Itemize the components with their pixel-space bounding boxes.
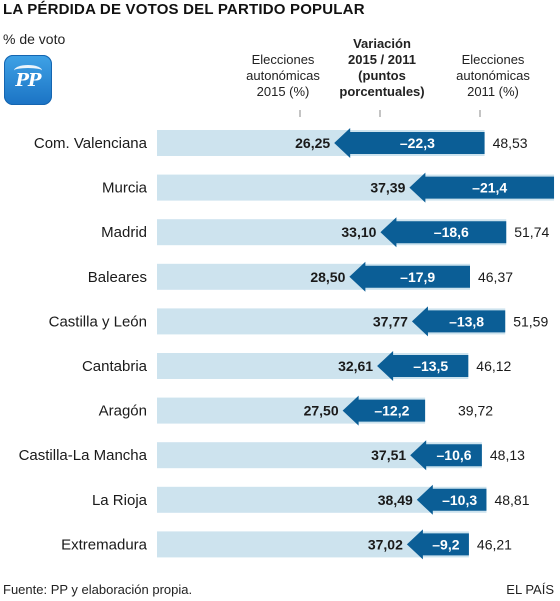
value-2015-label: 37,77	[373, 313, 408, 329]
value-2015-label: 37,51	[371, 447, 406, 463]
value-2015-label: 37,39	[370, 180, 405, 196]
value-2011-label: 46,21	[477, 536, 512, 552]
column-header-variation-line: Variación	[353, 36, 411, 51]
column-header-2011-line: 2011 (%)	[467, 84, 519, 99]
category-label: Murcia	[102, 180, 148, 197]
value-2011-label: 51,59	[513, 313, 548, 329]
variation-arrow	[342, 395, 426, 426]
value-2015-label: 26,25	[295, 135, 330, 151]
variation-label: –13,8	[449, 313, 484, 329]
value-2015-label: 37,02	[368, 536, 403, 552]
value-2011-label: 48,13	[490, 447, 525, 463]
variation-arrow	[411, 306, 506, 337]
column-header-2011-line: Elecciones	[461, 52, 525, 67]
column-header-variation-line: (puntos	[358, 68, 406, 83]
chart-title: LA PÉRDIDA DE VOTOS DEL PARTIDO POPULAR	[3, 1, 365, 18]
value-2011-label: 51,74	[514, 224, 549, 240]
variation-label: –12,2	[374, 403, 409, 419]
pp-logo: PP	[4, 55, 52, 105]
category-label: Com. Valenciana	[34, 135, 148, 152]
value-2011-label: 46,12	[476, 358, 511, 374]
category-label: La Rioja	[92, 492, 148, 509]
variation-label: –17,9	[400, 269, 435, 285]
column-header-2011: Elecciones autonómicas 2011 (%)	[438, 52, 548, 100]
value-2015-label: 32,61	[338, 358, 373, 374]
variation-label: –21,4	[472, 180, 507, 196]
logo-text: PP	[15, 70, 41, 91]
logo-swoosh-icon	[14, 65, 42, 76]
variation-arrow	[380, 217, 507, 248]
variation-label: –9,2	[432, 536, 459, 552]
value-2015-label: 27,50	[304, 403, 339, 419]
variation-arrow	[416, 484, 487, 515]
variation-arrow	[334, 128, 485, 158]
category-label: Aragón	[99, 403, 147, 420]
variation-arrow	[409, 172, 555, 203]
category-label: Cantabria	[82, 358, 148, 375]
variation-arrow	[349, 261, 470, 292]
column-header-variation-line: 2015 / 2011	[348, 52, 416, 67]
value-2011-label: 39,72	[458, 403, 493, 419]
variation-label: –13,5	[413, 358, 448, 374]
category-label: Castilla-La Mancha	[19, 447, 148, 464]
category-label: Castilla y León	[49, 313, 147, 330]
value-2015-label: 28,50	[310, 269, 345, 285]
value-2015-label: 33,10	[341, 224, 376, 240]
column-header-variation-line: porcentuales)	[339, 84, 425, 99]
value-2015-label: 38,49	[378, 492, 413, 508]
variation-arrow	[377, 351, 469, 381]
category-label: Extremadura	[61, 536, 148, 553]
unit-label: % de voto	[3, 31, 66, 47]
brand-credit: EL PAÍS	[506, 582, 554, 597]
value-2011-label: 48,81	[494, 492, 529, 508]
column-header-2011-line: autonómicas	[456, 68, 530, 83]
variation-label: –22,3	[400, 135, 435, 151]
value-2011-label: 46,37	[478, 269, 513, 285]
variation-label: –18,6	[434, 224, 469, 240]
category-label: Madrid	[101, 224, 147, 241]
category-label: Baleares	[88, 269, 147, 286]
column-header-2015-line: autonómicas	[246, 68, 320, 83]
variation-arrow	[410, 440, 482, 471]
variation-arrow	[406, 529, 469, 560]
variation-label: –10,6	[437, 447, 472, 463]
value-2011-label: 48,53	[493, 135, 528, 151]
column-header-2015: Elecciones autonómicas 2015 (%)	[228, 52, 338, 100]
column-header-2015-line: 2015 (%)	[256, 84, 310, 99]
column-header-variation: Variación 2015 / 2011 (puntos porcentual…	[330, 36, 434, 100]
column-header-2015-line: Elecciones	[251, 52, 315, 67]
source-note: Fuente: PP y elaboración propia.	[3, 582, 193, 597]
variation-label: –10,3	[442, 492, 477, 508]
